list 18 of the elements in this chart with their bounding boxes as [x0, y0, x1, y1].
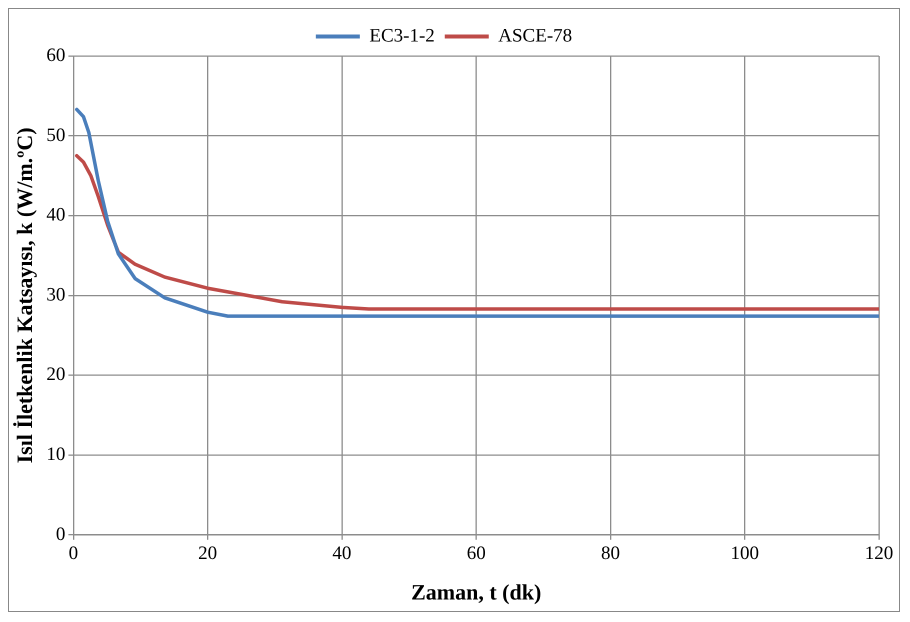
- y-tick-label: 10: [46, 444, 66, 465]
- y-tick-label: 30: [46, 284, 66, 306]
- y-tick-label: 50: [46, 124, 66, 146]
- y-tick-label: 20: [46, 364, 66, 386]
- legend-label: EC3-1-2: [369, 25, 435, 46]
- legend-label: ASCE-78: [498, 25, 572, 46]
- x-tick-label: 40: [332, 543, 352, 564]
- x-tick-label: 0: [68, 543, 78, 564]
- x-tick-label: 80: [600, 543, 620, 564]
- x-tick-label: 20: [198, 543, 218, 564]
- y-tick-label: 40: [46, 204, 66, 226]
- x-tick-label: 120: [864, 543, 894, 564]
- y-axis-title: Isıl İletkenlik Katsayısı, k (W/m.ºC): [12, 127, 37, 464]
- y-tick-label: 0: [56, 524, 66, 545]
- x-axis-title: Zaman, t (dk): [411, 579, 542, 604]
- x-tick-label: 60: [466, 543, 486, 564]
- x-tick-label: 100: [730, 543, 759, 564]
- y-tick-label: 60: [46, 44, 66, 66]
